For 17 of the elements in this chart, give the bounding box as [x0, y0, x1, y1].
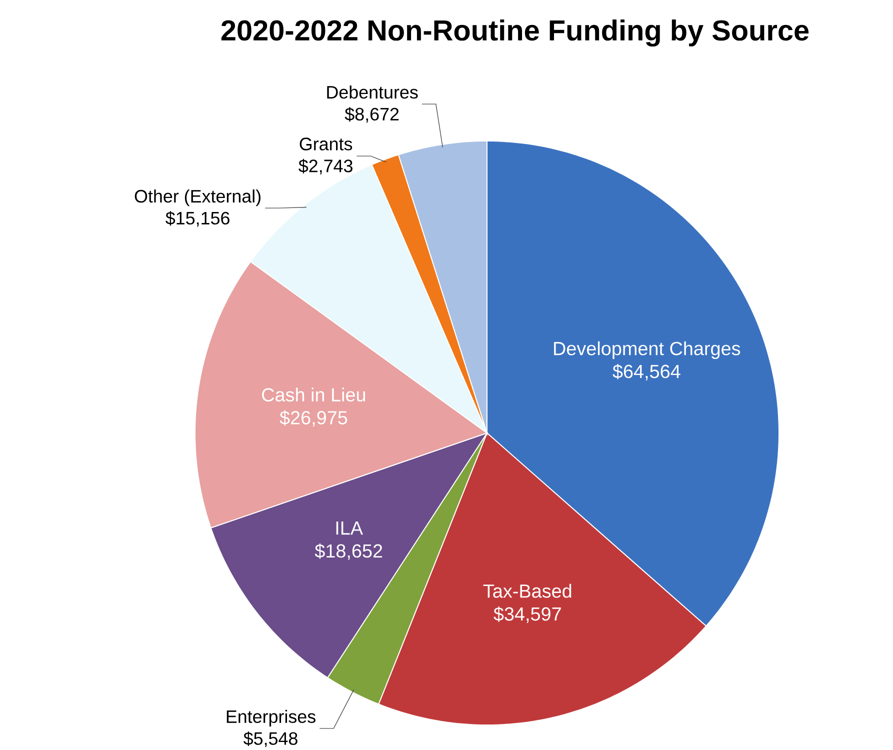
data-label: $26,975	[280, 410, 348, 427]
slice-label: ILA	[336, 521, 363, 534]
data-label: $5,548	[244, 731, 298, 747]
data-label: $18,652	[314, 543, 382, 560]
data-label: $8,672	[344, 106, 399, 122]
slice-label: Cash in Lieu	[262, 387, 366, 402]
slice-label: Other (External)	[134, 189, 260, 206]
slice-label: Debentures	[327, 85, 418, 98]
slice-label: Enterprises	[226, 710, 316, 726]
chart-title: 2020-2022 Non-Routine Funding by Source	[221, 19, 809, 46]
slice-label: Grants	[300, 138, 352, 150]
slice-label: Development Charges	[554, 341, 740, 359]
data-label: $64,564	[612, 364, 680, 380]
data-label: $2,743	[298, 158, 352, 174]
data-label: $15,156	[166, 210, 230, 226]
slice-label: Tax-Based	[483, 584, 572, 598]
data-label: $34,597	[494, 606, 561, 623]
